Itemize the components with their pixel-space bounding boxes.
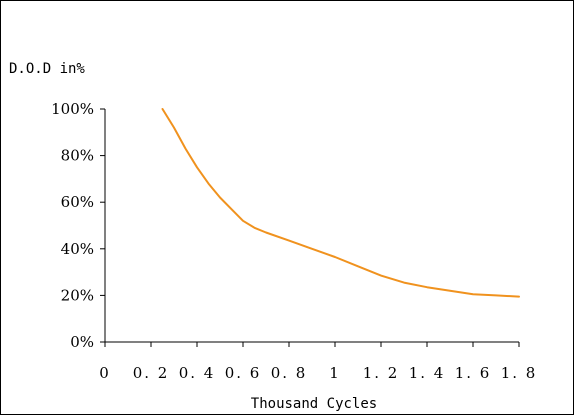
x-tick-label: 1. 6	[455, 364, 492, 382]
x-tick-label: 0	[99, 364, 111, 382]
x-tick-label: 0. 2	[133, 364, 170, 382]
y-tick-label: 60%	[61, 193, 94, 211]
y-tick-label: 40%	[61, 240, 94, 258]
x-tick-label: 0. 6	[225, 364, 262, 382]
axes	[104, 109, 519, 343]
y-tick-label: 20%	[61, 286, 94, 304]
series-line	[161, 108, 520, 298]
y-tick-label: 100%	[51, 100, 94, 118]
x-tick-label: 1. 8	[501, 364, 538, 382]
y-axis-label: D.O.D in%	[9, 61, 85, 77]
x-tick-label: 1. 4	[409, 364, 446, 382]
x-axis-label: Thousand Cycles	[251, 396, 377, 412]
x-tick-label: 0. 4	[179, 364, 216, 382]
x-tick-label: 1	[329, 364, 341, 382]
x-tick-label: 0. 8	[271, 364, 308, 382]
x-tick-label: 1. 2	[363, 364, 400, 382]
ticks: 0% 20% 40% 60% 80% 100% 0 0. 2 0. 4 0. 6 0. 8 1 1. 2…	[51, 100, 538, 382]
series-layer	[161, 108, 520, 298]
y-tick-label: 80%	[61, 147, 94, 165]
y-tick-label: 0%	[70, 333, 94, 351]
